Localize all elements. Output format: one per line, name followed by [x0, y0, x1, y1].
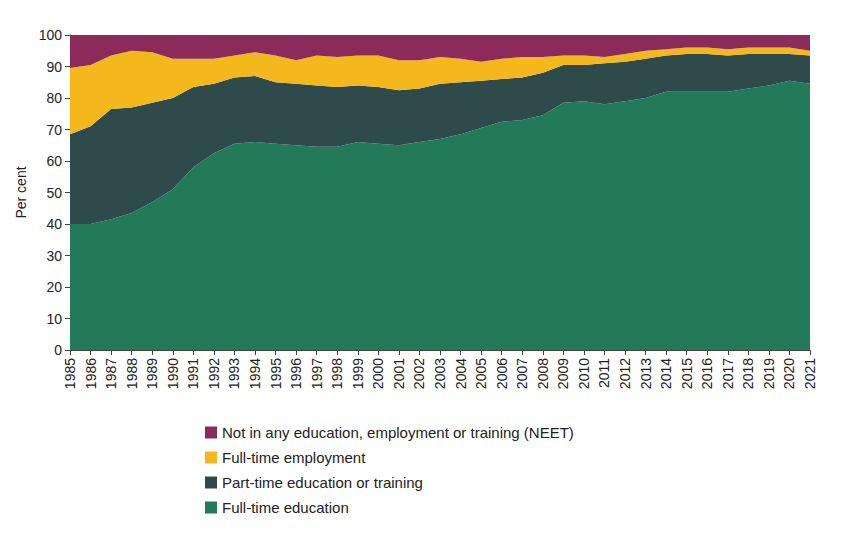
svg-text:10: 10: [46, 311, 62, 327]
svg-text:Not in any education, employme: Not in any education, employment or trai…: [222, 424, 574, 441]
svg-text:2006: 2006: [494, 358, 510, 389]
svg-text:1990: 1990: [165, 358, 181, 389]
svg-text:60: 60: [46, 153, 62, 169]
svg-text:2004: 2004: [453, 358, 469, 389]
svg-text:1999: 1999: [350, 358, 366, 389]
svg-text:Part-time education or trainin: Part-time education or training: [222, 474, 423, 491]
svg-text:2007: 2007: [514, 358, 530, 389]
svg-text:70: 70: [46, 122, 62, 138]
svg-text:20: 20: [46, 279, 62, 295]
svg-text:2012: 2012: [617, 358, 633, 389]
svg-text:Full-time education: Full-time education: [222, 499, 349, 516]
svg-text:1989: 1989: [144, 358, 160, 389]
svg-text:2018: 2018: [740, 358, 756, 389]
svg-text:2017: 2017: [720, 358, 736, 389]
svg-text:2008: 2008: [535, 358, 551, 389]
svg-text:2005: 2005: [473, 358, 489, 389]
svg-text:1991: 1991: [185, 358, 201, 389]
svg-text:0: 0: [54, 342, 62, 358]
svg-text:2015: 2015: [679, 358, 695, 389]
svg-text:40: 40: [46, 216, 62, 232]
svg-text:1996: 1996: [288, 358, 304, 389]
svg-text:2013: 2013: [638, 358, 654, 389]
svg-text:1998: 1998: [329, 358, 345, 389]
svg-text:Full-time employment: Full-time employment: [222, 449, 366, 466]
svg-text:2020: 2020: [781, 358, 797, 389]
svg-text:1987: 1987: [103, 358, 119, 389]
svg-text:2010: 2010: [576, 358, 592, 389]
svg-text:1997: 1997: [309, 358, 325, 389]
svg-text:30: 30: [46, 248, 62, 264]
svg-text:1985: 1985: [62, 358, 78, 389]
svg-text:2001: 2001: [391, 358, 407, 389]
svg-text:1988: 1988: [124, 358, 140, 389]
svg-text:50: 50: [46, 185, 62, 201]
svg-text:1994: 1994: [247, 358, 263, 389]
svg-text:90: 90: [46, 59, 62, 75]
svg-text:100: 100: [39, 27, 63, 43]
svg-text:2011: 2011: [596, 358, 612, 388]
svg-text:2002: 2002: [411, 358, 427, 389]
svg-text:80: 80: [46, 90, 62, 106]
svg-text:2009: 2009: [555, 358, 571, 389]
svg-text:1993: 1993: [226, 358, 242, 389]
svg-text:2000: 2000: [370, 358, 386, 389]
svg-text:2021: 2021: [802, 358, 818, 389]
svg-text:2003: 2003: [432, 358, 448, 389]
svg-text:1986: 1986: [83, 358, 99, 389]
svg-text:1992: 1992: [206, 358, 222, 389]
svg-text:1995: 1995: [268, 358, 284, 389]
svg-text:2016: 2016: [699, 358, 715, 389]
svg-text:Per cent: Per cent: [13, 166, 29, 218]
svg-text:2014: 2014: [658, 358, 674, 389]
svg-text:2019: 2019: [761, 358, 777, 389]
